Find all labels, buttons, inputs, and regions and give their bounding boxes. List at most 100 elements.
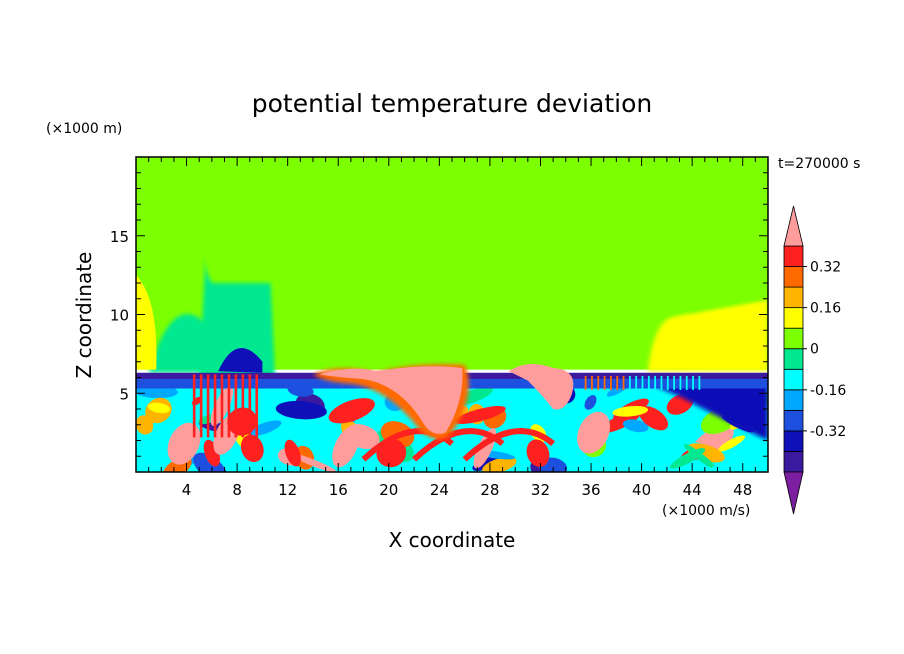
colorbar-extend-max	[783, 205, 804, 247]
warm-filament	[462, 428, 556, 462]
x-tick-label: 4	[182, 481, 192, 499]
turbulence-cell	[622, 419, 649, 433]
colorbar-band	[783, 451, 804, 473]
wave-ripple	[673, 375, 675, 390]
wave-ripple	[597, 375, 600, 390]
x-unit-label: (×1000 m/s)	[662, 503, 750, 519]
colorbar-band	[783, 348, 804, 370]
turbulence-cell	[328, 398, 375, 424]
wave-ripple	[698, 375, 701, 390]
turbulence-cell	[707, 462, 734, 472]
colorbar-band	[783, 307, 804, 329]
region-right-warm-edge	[647, 298, 768, 372]
region-upper-cool-left	[148, 313, 225, 373]
x-tick-label: 48	[733, 481, 752, 499]
wave-ripple	[622, 375, 625, 390]
region-warm-plume-24	[319, 366, 463, 434]
colorbar-band	[783, 266, 804, 288]
wave-ripple	[616, 375, 619, 390]
colorbar-tick-label: -0.16	[810, 383, 846, 399]
y-tick-label: 10	[110, 307, 129, 325]
x-axis-label: X coordinate	[389, 528, 516, 552]
region-cold-bump	[218, 348, 263, 373]
colorbar-band	[783, 368, 804, 391]
wave-ripple	[635, 375, 638, 390]
turbulence-cell	[683, 443, 717, 470]
time-label: t=270000 s	[778, 156, 860, 172]
warm-cell	[240, 434, 264, 463]
warm-cell	[577, 411, 611, 454]
region-cold-pool-right	[641, 380, 768, 441]
wave-ripple	[213, 374, 217, 438]
x-tick-label: 24	[430, 481, 449, 499]
turbulence-cell	[584, 395, 597, 410]
region-left-warm-edge	[136, 275, 157, 370]
wave-ripple	[584, 375, 587, 390]
turbulence-cell	[612, 405, 649, 417]
turbulence-cell	[670, 448, 706, 469]
x-tick-label: 28	[480, 481, 499, 499]
turbulence-cell	[482, 457, 517, 472]
turbulence-cell	[275, 400, 327, 420]
y-axis-label: Z coordinate	[72, 252, 96, 379]
region-left-upper-green	[136, 157, 200, 276]
x-tick-label: 32	[531, 481, 550, 499]
x-tick-label: 20	[379, 481, 398, 499]
colorbar-band	[783, 430, 804, 452]
wave-ripple	[692, 375, 694, 390]
colorbar-band	[783, 286, 804, 309]
x-tick-label: 36	[581, 481, 600, 499]
region-warm-plume-31	[508, 364, 574, 410]
wave-ripple	[234, 374, 238, 438]
wave-ripple	[610, 375, 612, 390]
wave-ripple	[206, 374, 210, 438]
colorbar-band	[783, 245, 804, 267]
heatmap-field	[136, 157, 768, 472]
turbulence-cell	[147, 402, 171, 414]
y-tick-label: 5	[119, 385, 129, 403]
y-unit-label: (×1000 m)	[46, 121, 122, 137]
colorbar-band	[783, 327, 804, 350]
colorbar-tick-label: -0.32	[810, 424, 846, 440]
x-tick-label: 16	[329, 481, 348, 499]
warm-cell	[526, 439, 550, 467]
warm-cell	[167, 422, 201, 465]
wave-ripple	[628, 375, 631, 390]
turbulence-cell	[136, 415, 154, 435]
x-tick-label: 8	[232, 481, 242, 499]
wave-ripple	[685, 375, 688, 390]
colorbar-band	[783, 389, 804, 411]
colorbar-extend-min	[783, 471, 804, 515]
region-upper-mid	[197, 157, 313, 283]
colorbar: -0.32 -0.16 0 0.16 0.32	[783, 205, 846, 515]
wave-ripple	[641, 375, 644, 390]
wave-ripple	[679, 375, 682, 390]
wave-ripple	[241, 374, 245, 438]
wave-ripple	[227, 374, 231, 438]
wave-ripple	[654, 375, 657, 390]
turbulence-cell	[454, 406, 506, 424]
warm-cell	[332, 426, 360, 468]
wave-ripple	[647, 375, 650, 390]
chart-title: potential temperature deviation	[252, 89, 652, 118]
wave-ripple	[199, 374, 203, 438]
wave-ripple	[192, 374, 196, 438]
colorbar-tick-label: 0.32	[810, 260, 841, 276]
colorbar-tick-label: 0.16	[810, 301, 841, 317]
wave-ripple	[220, 374, 224, 438]
x-tick-label: 44	[683, 481, 702, 499]
turbulence-cell	[686, 443, 725, 463]
colorbar-band	[783, 409, 804, 432]
wave-ripple	[666, 375, 669, 390]
y-tick-label: 15	[110, 228, 129, 246]
turbulence-cell	[360, 409, 386, 431]
warm-cell	[284, 439, 301, 467]
wave-ripple	[603, 375, 606, 390]
x-tick-label: 12	[278, 481, 297, 499]
wave-ripple	[255, 374, 259, 438]
turbulence-cell	[289, 452, 337, 472]
turbulence-cell	[718, 435, 746, 452]
region-right-upper-green	[553, 157, 768, 370]
